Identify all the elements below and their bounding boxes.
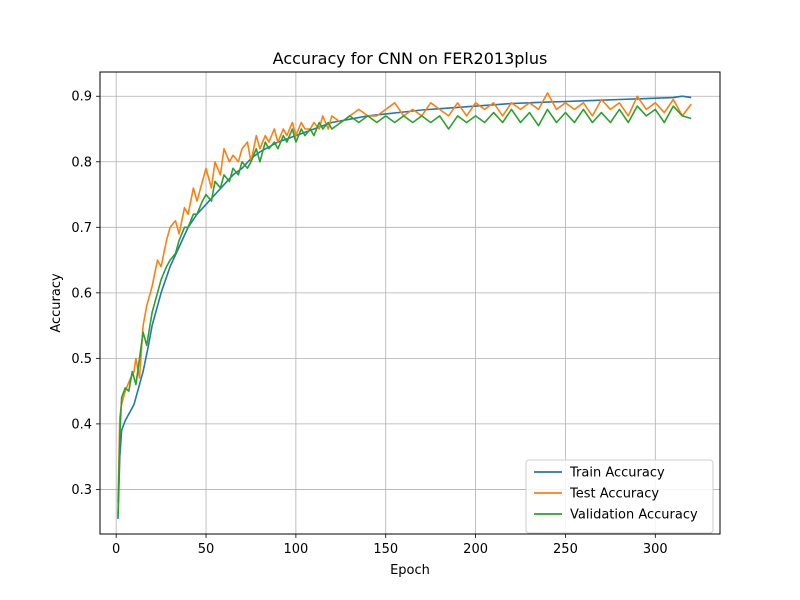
y-tick-label: 0.6: [71, 286, 92, 301]
y-tick-label: 0.5: [71, 352, 92, 367]
y-axis-label: Accuracy: [49, 273, 64, 333]
legend-box: [525, 459, 714, 534]
legend: Train Accuracy Test Accuracy Validation Ac…: [525, 459, 714, 534]
legend-label-2: Test Accuracy: [569, 487, 659, 502]
plot-frame: [99, 71, 721, 535]
series-line-2: [117, 92, 692, 503]
series-line-3: [117, 105, 692, 516]
axis-ticks: 0 50 100 150 200 250 300 0.3 0.4 0.5 0.6 0.7 0.8 0.9: [71, 90, 667, 557]
grid-lines: [100, 72, 720, 534]
x-tick-label: 250: [553, 542, 578, 557]
chart-title: Accuracy for CNN on FER2013plus: [273, 49, 548, 68]
y-tick-label: 0.4: [71, 417, 92, 432]
y-tick-label: 0.3: [71, 483, 92, 498]
x-tick-label: 150: [373, 542, 398, 557]
legend-label-3: Validation Accuracy: [570, 508, 698, 523]
x-tick-label: 300: [643, 542, 668, 557]
series-line-1: [117, 95, 692, 519]
x-axis-label: Epoch: [390, 563, 430, 578]
x-tick-label: 200: [463, 542, 488, 557]
x-tick-label: 50: [198, 542, 215, 557]
y-tick-label: 0.9: [71, 90, 92, 105]
series-lines: [117, 92, 692, 519]
x-tick-label: 0: [112, 542, 120, 557]
y-tick-label: 0.8: [71, 155, 92, 170]
x-tick-label: 100: [283, 542, 308, 557]
legend-label-1: Train Accuracy: [569, 466, 665, 481]
y-tick-label: 0.7: [71, 221, 92, 236]
